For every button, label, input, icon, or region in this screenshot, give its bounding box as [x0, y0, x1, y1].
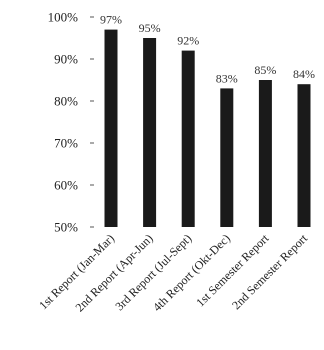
data-label: 85%	[254, 63, 276, 77]
bar	[181, 50, 195, 227]
bar	[220, 88, 234, 228]
data-labels: 97% 95% 92% 83% 85% 84%	[100, 13, 315, 86]
bar	[258, 80, 272, 227]
bar	[297, 84, 311, 227]
y-tick-label: 50%	[54, 220, 78, 235]
y-tick-label: 60%	[54, 178, 78, 193]
data-label: 97%	[100, 13, 122, 27]
y-tick-label: 70%	[54, 136, 78, 151]
y-tick-label: 90%	[54, 52, 78, 67]
bar	[104, 29, 118, 227]
data-label: 84%	[293, 67, 315, 81]
bars	[104, 29, 311, 228]
y-tick-label: 100%	[48, 10, 79, 25]
y-axis: 50% 60% 70% 80% 90% 100%	[48, 10, 94, 235]
data-label: 83%	[216, 71, 238, 85]
data-label: 92%	[177, 34, 199, 48]
x-category-label: 2nd Semester Report	[229, 231, 311, 313]
data-label: 95%	[139, 21, 161, 35]
bar	[143, 38, 157, 227]
y-tick-label: 80%	[54, 94, 78, 109]
x-axis-labels: 1st Report (Jan-Mar)2nd Report (Apr-Jun)…	[36, 231, 311, 315]
